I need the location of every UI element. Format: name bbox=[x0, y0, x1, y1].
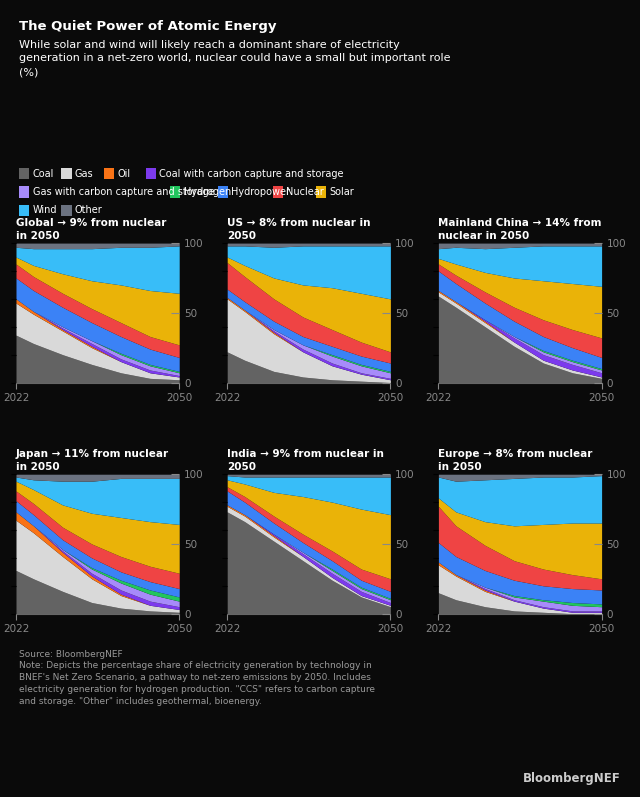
Text: Global → 9% from nuclear
in 2050: Global → 9% from nuclear in 2050 bbox=[16, 218, 166, 241]
Text: Mainland China → 14% from
nuclear in 2050: Mainland China → 14% from nuclear in 205… bbox=[438, 218, 602, 241]
Text: Coal: Coal bbox=[33, 169, 54, 179]
Text: Other: Other bbox=[75, 206, 102, 215]
Text: Oil: Oil bbox=[117, 169, 131, 179]
Text: BloombergNEF: BloombergNEF bbox=[523, 772, 621, 785]
Text: Nuclear: Nuclear bbox=[286, 187, 324, 197]
Text: The Quiet Power of Atomic Energy: The Quiet Power of Atomic Energy bbox=[19, 20, 276, 33]
Text: Hydrogen: Hydrogen bbox=[184, 187, 231, 197]
Text: Gas with carbon capture and storage: Gas with carbon capture and storage bbox=[33, 187, 214, 197]
Text: India → 9% from nuclear in
2050: India → 9% from nuclear in 2050 bbox=[227, 449, 384, 472]
Text: Wind: Wind bbox=[33, 206, 57, 215]
Text: Solar: Solar bbox=[330, 187, 355, 197]
Text: Japan → 11% from nuclear
in 2050: Japan → 11% from nuclear in 2050 bbox=[16, 449, 169, 472]
Text: Hydropower: Hydropower bbox=[231, 187, 290, 197]
Text: US → 8% from nuclear in
2050: US → 8% from nuclear in 2050 bbox=[227, 218, 371, 241]
Text: Europe → 8% from nuclear
in 2050: Europe → 8% from nuclear in 2050 bbox=[438, 449, 593, 472]
Text: Gas: Gas bbox=[75, 169, 93, 179]
Text: While solar and wind will likely reach a dominant share of electricity
generatio: While solar and wind will likely reach a… bbox=[19, 40, 451, 77]
Text: Coal with carbon capture and storage: Coal with carbon capture and storage bbox=[159, 169, 344, 179]
Text: Source: BloombergNEF
Note: Depicts the percentage share of electricity generatio: Source: BloombergNEF Note: Depicts the p… bbox=[19, 650, 375, 706]
